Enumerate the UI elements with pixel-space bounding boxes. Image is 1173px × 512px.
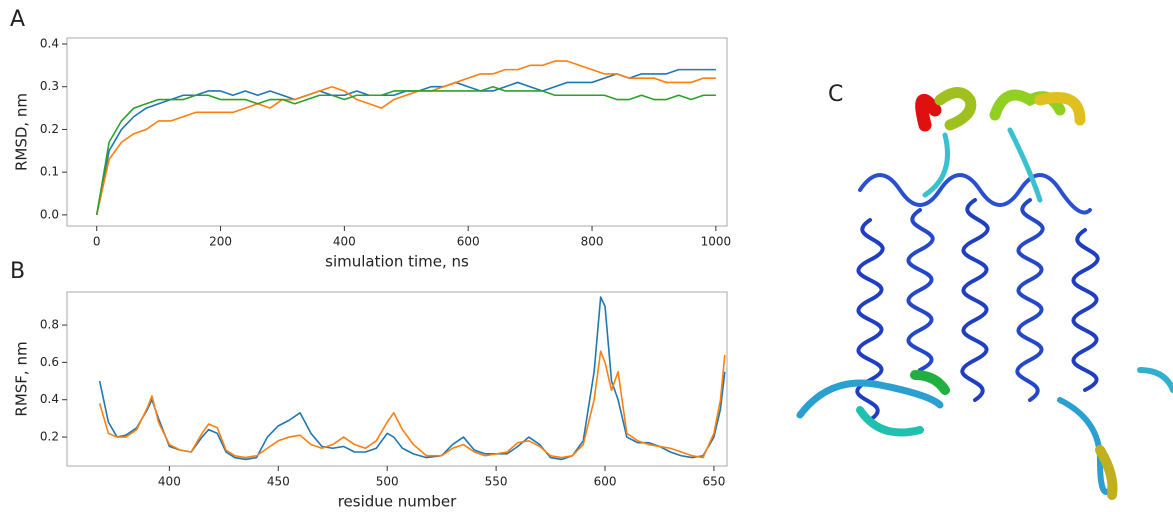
series-line bbox=[95, 60, 716, 216]
x-tick-label: 600 bbox=[594, 475, 617, 489]
y-tick-label: 0.8 bbox=[40, 318, 59, 332]
y-tick-label: 0.0 bbox=[40, 207, 59, 221]
x-tick-label: 550 bbox=[485, 475, 508, 489]
panel-label: B bbox=[10, 259, 25, 284]
y-tick-label: 0.1 bbox=[40, 165, 59, 179]
x-axis-label: simulation time, ns bbox=[325, 253, 469, 271]
plot-frame bbox=[66, 291, 728, 467]
x-tick-label: 450 bbox=[267, 475, 290, 489]
x-tick-label: 200 bbox=[209, 235, 232, 249]
y-tick-label: 0.6 bbox=[40, 355, 59, 369]
x-tick-label: 600 bbox=[457, 235, 480, 249]
y-tick-label: 0.4 bbox=[40, 392, 59, 406]
y-tick-label: 0.2 bbox=[40, 122, 59, 136]
plot-frame bbox=[66, 37, 728, 227]
y-tick-label: 0.3 bbox=[40, 79, 59, 93]
series-line bbox=[98, 296, 726, 461]
y-axis-label: RMSD, nm bbox=[13, 93, 31, 171]
x-tick-label: 400 bbox=[333, 235, 356, 249]
y-tick-label: 0.2 bbox=[40, 430, 59, 444]
x-tick-label: 650 bbox=[702, 475, 725, 489]
x-tick-label: 500 bbox=[376, 475, 399, 489]
x-tick-label: 400 bbox=[158, 475, 181, 489]
panel-label: A bbox=[10, 7, 25, 32]
y-tick-label: 0.4 bbox=[40, 36, 59, 50]
x-tick-label: 1000 bbox=[701, 235, 732, 249]
y-axis-label: RMSF, nm bbox=[13, 341, 31, 416]
x-axis-label: residue number bbox=[338, 493, 457, 511]
x-tick-label: 0 bbox=[93, 235, 101, 249]
x-tick-label: 800 bbox=[581, 235, 604, 249]
protein-structure bbox=[796, 87, 1173, 500]
panel-label: C bbox=[828, 82, 843, 107]
series-line bbox=[95, 85, 716, 216]
series-line bbox=[98, 350, 726, 459]
